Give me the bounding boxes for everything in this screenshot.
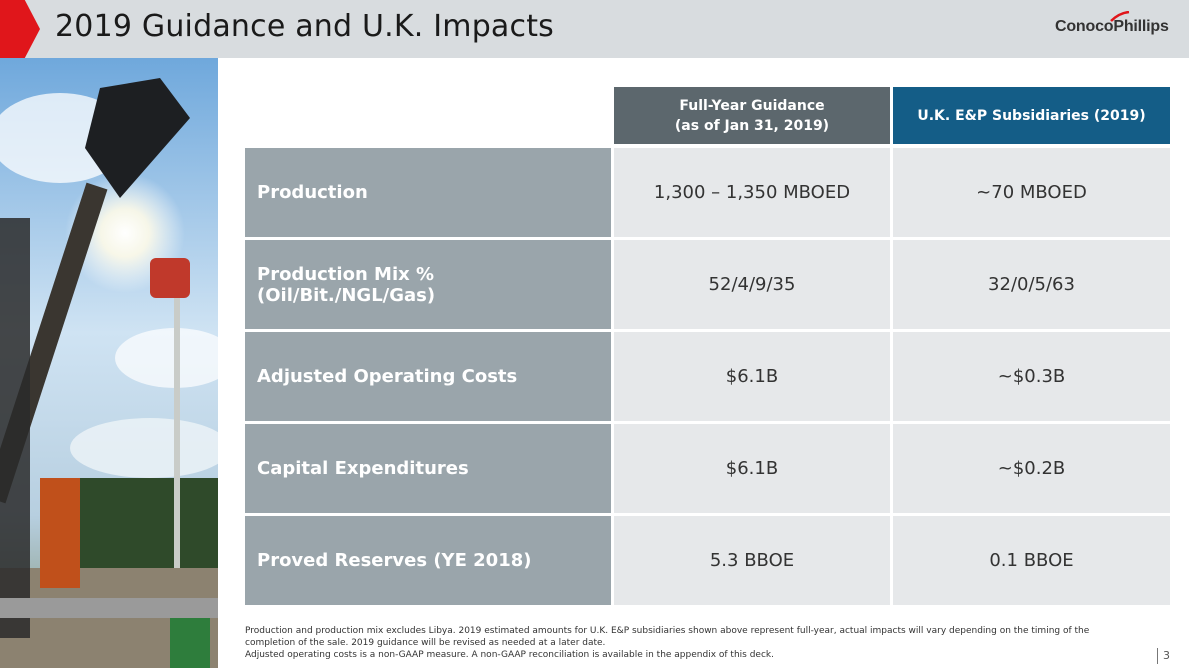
- cell-guidance-operating-costs: $6.1B: [614, 332, 890, 421]
- column-header-label: U.K. E&P Subsidiaries (2019): [917, 107, 1146, 124]
- cell-uk-proved-reserves: 0.1 BBOE: [893, 516, 1170, 605]
- slide-title: 2019 Guidance and U.K. Impacts: [55, 9, 555, 44]
- row-label-operating-costs: Adjusted Operating Costs: [245, 332, 611, 421]
- header-bar: [0, 0, 1189, 58]
- cell-uk-operating-costs: ~$0.3B: [893, 332, 1170, 421]
- row-label-capex: Capital Expenditures: [245, 424, 611, 513]
- column-header-full-year-guidance: Full-Year Guidance (as of Jan 31, 2019): [614, 87, 890, 144]
- cell-uk-production: ~70 MBOED: [893, 148, 1170, 237]
- cell-guidance-capex: $6.1B: [614, 424, 890, 513]
- logo-swoosh-icon: [1110, 11, 1130, 22]
- cell-guidance-production-mix: 52/4/9/35: [614, 240, 890, 329]
- cell-guidance-proved-reserves: 5.3 BBOE: [614, 516, 890, 605]
- footnote-line: Adjusted operating costs is a non-GAAP m…: [245, 650, 774, 660]
- cell-guidance-production: 1,300 – 1,350 MBOED: [614, 148, 890, 237]
- page-number: 3: [1157, 648, 1170, 664]
- company-logo: ConocoPhillips: [1055, 18, 1169, 35]
- column-header-line1: Full-Year Guidance: [679, 97, 825, 114]
- cell-uk-production-mix: 32/0/5/63: [893, 240, 1170, 329]
- column-header-uk-subsidiaries: U.K. E&P Subsidiaries (2019): [893, 87, 1170, 144]
- row-label-production-mix: Production Mix % (Oil/Bit./NGL/Gas): [245, 240, 611, 329]
- cell-uk-capex: ~$0.2B: [893, 424, 1170, 513]
- footnote-line: Production and production mix excludes L…: [245, 626, 1090, 648]
- row-label-production: Production: [245, 148, 611, 237]
- row-label-proved-reserves: Proved Reserves (YE 2018): [245, 516, 611, 605]
- column-header-line2: (as of Jan 31, 2019): [674, 117, 830, 134]
- footnotes: Production and production mix excludes L…: [245, 625, 1125, 661]
- pumpjack-photo: [0, 58, 218, 668]
